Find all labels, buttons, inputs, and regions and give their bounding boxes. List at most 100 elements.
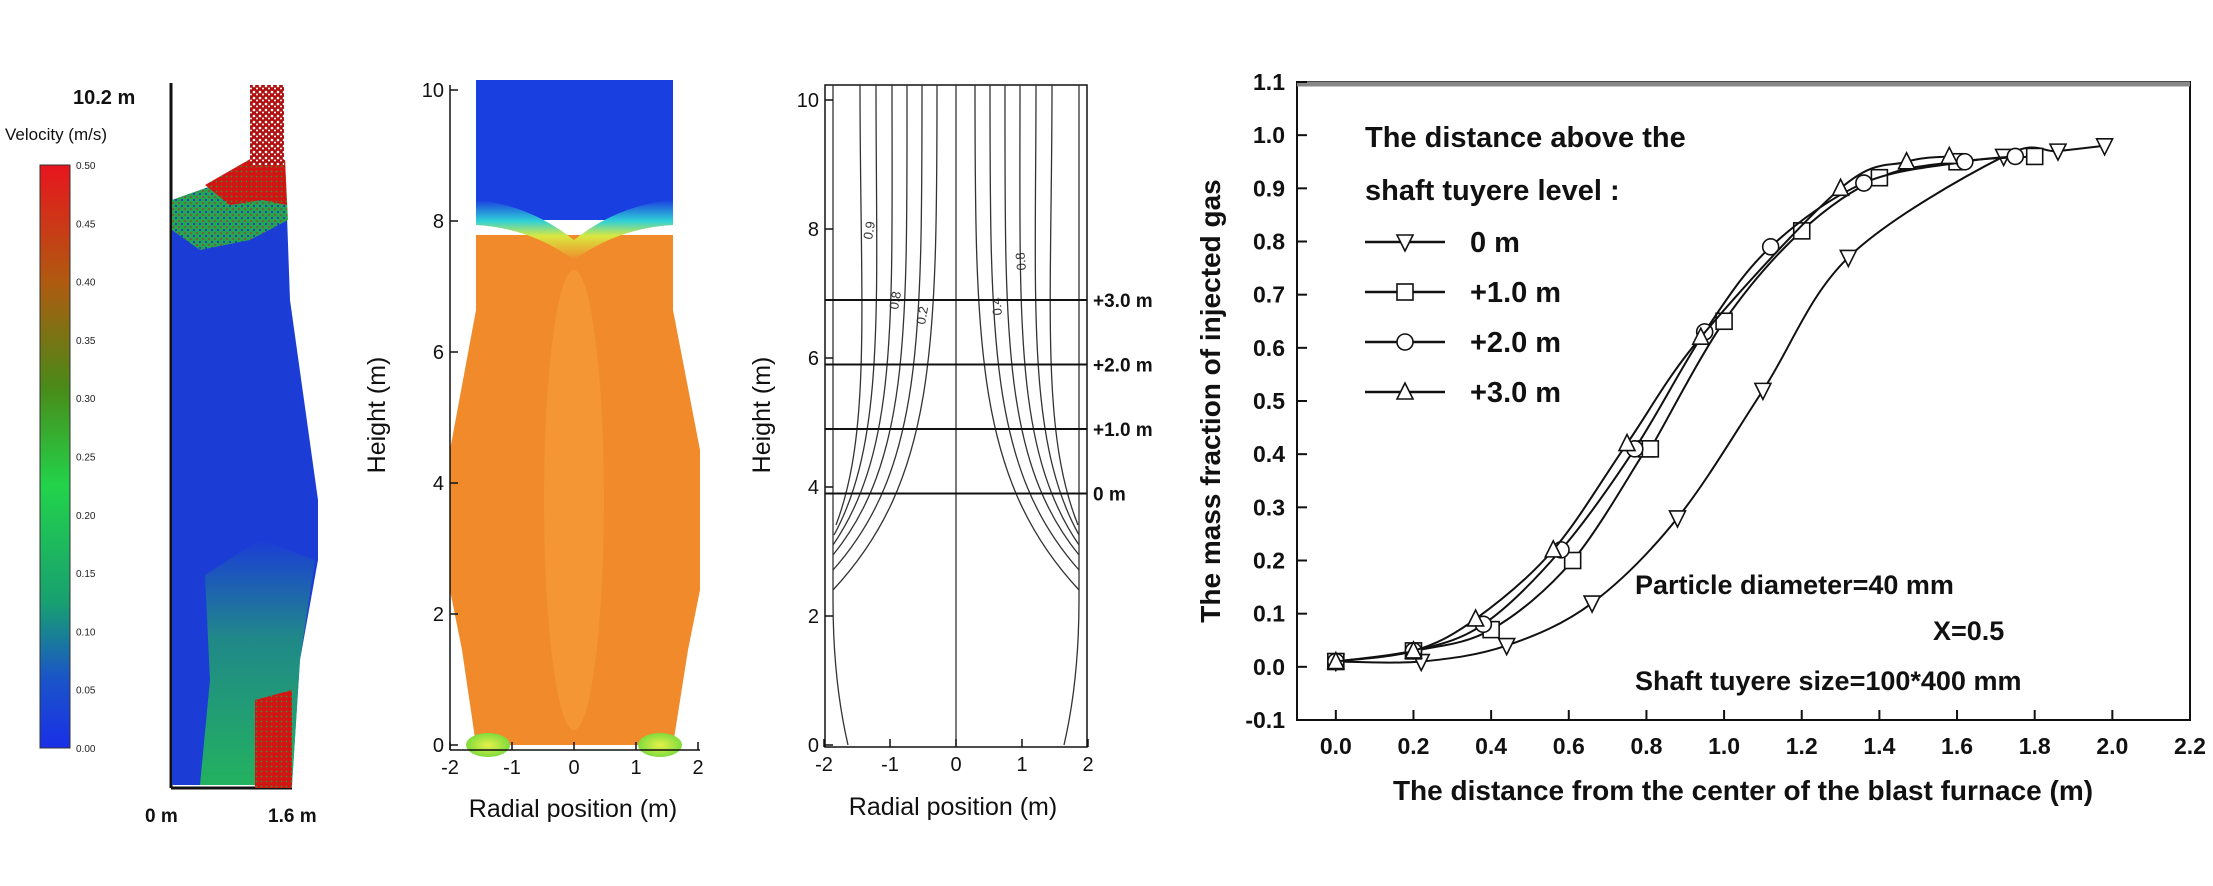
x-tick-label: 0.8 (1630, 733, 1662, 759)
y-tick-label: 6 (808, 348, 819, 370)
y-tick-label: 0 (808, 735, 819, 757)
right-nozzle-zone (638, 733, 682, 757)
y-tick-label: 0.0 (1253, 654, 1285, 680)
contour-label: 0.4 (988, 297, 1005, 316)
bed-top-heap (205, 158, 287, 205)
plot-xlabel: The distance from the center of the blas… (1393, 775, 2093, 806)
tuyere-level-label: +3.0 m (1093, 291, 1153, 312)
data-point (2048, 143, 2068, 162)
panel-b-gas-field: 0 2 4 6 8 10 -2 -1 0 1 2 Height (m) Radial positio… (363, 80, 704, 823)
panel-d-mass-fraction-chart: -0.1 0.0 0.1 0.2 0.3 0.4 0.5 0.6 0.7 0.8 0.9 1.0 1.1… (1195, 69, 2206, 806)
panel-a-bottom-right-label: 1.6 m (268, 806, 317, 827)
y-tick-label: 0.9 (1253, 175, 1285, 201)
colorbar-tick-label: 0.35 (76, 336, 96, 347)
y-tick-label: 0.1 (1253, 601, 1285, 627)
x-tick-label: 1.4 (1863, 733, 1895, 759)
y-tick-label: 8 (433, 211, 444, 233)
data-point (2025, 147, 2044, 166)
contour-label: 0.2 (913, 305, 931, 325)
bed-bottom-red (255, 690, 292, 788)
x-tick-label: 0.6 (1553, 733, 1585, 759)
x-tick-label: 0 (950, 754, 961, 776)
y-tick-label: 8 (808, 219, 819, 241)
legend-label: +2.0 m (1470, 327, 1561, 359)
panel-c-xlabel: Radial position (m) (849, 793, 1057, 821)
data-point (1839, 249, 1858, 269)
y-tick-label: 1.1 (1253, 69, 1285, 95)
interface-band (476, 200, 673, 260)
x-tick-label: 1.0 (1708, 733, 1740, 759)
legend-label: +3.0 m (1470, 377, 1561, 409)
panel-a-height-label: 10.2 m (73, 87, 135, 109)
legend-title-line-2: shaft tuyere level : (1365, 175, 1620, 207)
annotation-particle-diameter: Particle diameter=40 mm (1635, 570, 1954, 600)
colorbar-tick-label: 0.20 (76, 511, 96, 522)
data-point (1831, 177, 1850, 197)
data-point (1897, 150, 1916, 170)
y-tick-label: 2 (433, 604, 444, 626)
tuyere-level-label: 0 m (1093, 484, 1126, 505)
contour-label: 0.9 (860, 220, 878, 240)
y-tick-label: 0.6 (1253, 335, 1285, 361)
panel-c-ticks: 0 2 4 6 8 10 -2 -1 0 1 2 (797, 90, 1094, 776)
legend-marker (1396, 333, 1414, 351)
data-point (1326, 650, 1346, 670)
data-point (1641, 440, 1660, 458)
plot-ylabel: The mass fraction of injected gas (1195, 179, 1226, 622)
x-tick-label: 1 (630, 757, 641, 779)
data-point (2095, 138, 2114, 157)
panel-b-ylabel: Height (m) (363, 357, 391, 474)
colorbar-tick-label: 0.00 (76, 744, 96, 755)
colorbar-tick-label: 0.15 (76, 569, 96, 580)
x-tick-label: 2 (692, 757, 703, 779)
y-tick-label: 10 (797, 90, 819, 112)
series-line (1335, 155, 2016, 663)
y-tick-label: 1.0 (1253, 122, 1285, 148)
plot-series (1326, 138, 2114, 673)
x-tick-label: 1.8 (2019, 733, 2051, 759)
y-tick-label: 0.3 (1253, 494, 1285, 520)
colorbar-tick-label: 0.05 (76, 686, 96, 697)
legend-marker (1395, 234, 1415, 253)
colorbar-ticks: 0.50 0.45 0.40 0.35 0.30 0.25 0.20 0.15 0.10 0.05… (76, 161, 96, 755)
y-tick-label: 0.8 (1253, 229, 1285, 255)
x-tick-label: 2 (1082, 754, 1093, 776)
data-point (1761, 238, 1780, 256)
data-point (1404, 640, 1423, 659)
legend-label: +1.0 m (1470, 277, 1561, 309)
legend-title-line-1: The distance above the (1365, 122, 1686, 154)
y-tick-label: 0.2 (1253, 548, 1285, 574)
panel-c-contours: 0.9 0.8 0.2 0.4 0.8 +3.0 m+2.0 m+1.0 m0 … (748, 84, 1153, 821)
panel-b-ticks: 0 2 4 6 8 10 -2 -1 0 1 2 (422, 80, 704, 779)
x-tick-label: 0.4 (1475, 733, 1507, 759)
panel-b-xlabel: Radial position (m) (469, 795, 677, 823)
colorbar-tick-label: 0.25 (76, 453, 96, 464)
x-tick-label: 0.0 (1320, 733, 1352, 759)
x-tick-label: 0 (568, 757, 579, 779)
colorbar-title: Velocity (m/s) (5, 125, 107, 144)
panel-c-ylabel: Height (m) (748, 357, 776, 474)
data-point (2006, 147, 2025, 166)
data-point (1582, 595, 1602, 614)
tuyere-level-label: +2.0 m (1093, 355, 1153, 376)
colorbar-tick-label: 0.50 (76, 161, 96, 172)
panel-a-bottom-left-label: 0 m (145, 806, 178, 827)
colorbar (39, 164, 71, 749)
y-tick-label: -0.1 (1245, 707, 1285, 733)
y-tick-label: 0.4 (1253, 441, 1285, 467)
data-point (1466, 608, 1485, 627)
legend: 0 m +1.0 m +2.0 m +3.0 m (1365, 227, 1561, 409)
data-point (1939, 145, 1959, 165)
annotation-x-value: X=0.5 (1933, 616, 2004, 646)
y-tick-label: 10 (422, 80, 444, 102)
feed-column (250, 85, 284, 165)
legend-label: 0 m (1470, 227, 1520, 259)
colorbar-tick-label: 0.30 (76, 394, 96, 405)
annotation-tuyere-size: Shaft tuyere size=100*400 mm (1635, 666, 2021, 696)
x-tick-label: 1 (1016, 754, 1027, 776)
data-point (1617, 432, 1637, 452)
legend-marker (1395, 381, 1415, 400)
x-tick-label: 1.2 (1786, 733, 1818, 759)
y-tick-label: 0.7 (1253, 282, 1285, 308)
